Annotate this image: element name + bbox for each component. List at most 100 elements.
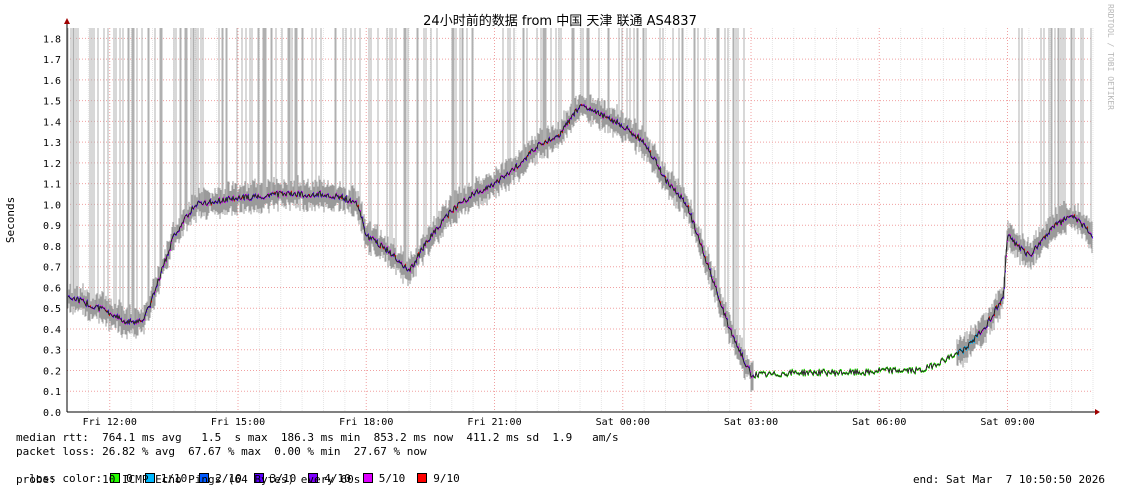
- median-segment: [513, 167, 516, 171]
- median-segment: [428, 238, 431, 242]
- median-segment: [347, 200, 350, 203]
- median-segment: [89, 306, 92, 308]
- median-segment: [701, 246, 704, 253]
- median-segment: [774, 374, 777, 376]
- median-segment: [261, 197, 264, 199]
- median-segment: [93, 306, 96, 309]
- median-segment: [216, 201, 219, 204]
- median-segment: [341, 194, 344, 200]
- median-segment: [728, 327, 731, 330]
- median-segment: [455, 206, 458, 211]
- median-segment: [986, 319, 989, 327]
- median-segment: [765, 375, 768, 377]
- median-segment: [733, 337, 736, 343]
- median-segment: [871, 371, 874, 374]
- median-segment: [364, 233, 367, 236]
- y-tick-label: 1.5: [43, 97, 61, 108]
- median-segment: [746, 365, 749, 368]
- median-segment: [308, 194, 311, 198]
- median-segment: [158, 278, 161, 281]
- median-segment: [780, 372, 783, 377]
- median-segment: [604, 116, 607, 118]
- median-segment: [586, 108, 589, 111]
- median-segment: [190, 206, 193, 213]
- x-tick-label: Sat 00:00: [596, 417, 650, 428]
- median-segment: [474, 190, 477, 194]
- median-segment: [380, 242, 383, 245]
- median-segment: [928, 363, 931, 368]
- median-segment: [412, 265, 415, 268]
- median-segment: [804, 371, 807, 376]
- median-segment: [827, 370, 830, 373]
- median-segment: [277, 191, 280, 198]
- median-segment: [997, 302, 1000, 307]
- chart-title: 24小时前的数据 from 中国 天津 联通 AS4837: [423, 13, 697, 29]
- median-segment: [183, 216, 186, 220]
- median-segment: [291, 194, 294, 197]
- median-segment: [456, 202, 459, 208]
- loss-color-legend: loss color: 0 1/10 2/10 3/10 4/10 5/10 9/10: [16, 459, 464, 485]
- median-segment: [858, 371, 861, 375]
- median-segment: [175, 231, 178, 235]
- median-segment: [684, 202, 687, 206]
- loss-color-label: loss color:: [29, 472, 103, 485]
- median-segment: [422, 243, 425, 251]
- median-segment: [159, 272, 162, 279]
- loss-legend-item: 2/10: [191, 472, 246, 485]
- median-segment: [196, 201, 199, 205]
- y-axis-arrow: [64, 18, 70, 24]
- median-segment: [914, 367, 917, 374]
- median-segment: [144, 311, 147, 316]
- median-segment: [236, 197, 239, 201]
- median-segment: [187, 213, 190, 218]
- median-segment: [959, 348, 962, 351]
- median-segment: [69, 297, 72, 300]
- median-segment: [306, 194, 309, 198]
- median-segment: [826, 370, 829, 376]
- median-segment: [68, 296, 71, 299]
- median-segment: [1081, 223, 1084, 228]
- median-segment: [1066, 216, 1069, 218]
- median-segment: [891, 368, 894, 374]
- median-segment: [355, 201, 358, 207]
- median-segment: [682, 198, 685, 204]
- median-segment: [980, 330, 983, 334]
- median-segment: [302, 195, 305, 198]
- median-segment: [666, 179, 669, 182]
- loss-legend-label: 3/10: [269, 472, 297, 485]
- median-segment: [976, 333, 979, 338]
- median-segment: [680, 194, 683, 199]
- median-segment: [1079, 220, 1082, 224]
- median-segment: [559, 130, 562, 136]
- median-segment: [1041, 237, 1044, 240]
- median-segment: [476, 189, 479, 194]
- median-segment: [899, 371, 902, 373]
- median-segment: [173, 233, 176, 236]
- median-segment: [703, 255, 706, 258]
- median-segment: [580, 104, 583, 106]
- median-segment: [357, 205, 360, 211]
- median-segment: [548, 137, 551, 142]
- median-segment: [692, 220, 695, 223]
- median-segment: [921, 370, 924, 373]
- median-segment: [815, 371, 818, 376]
- median-segment: [741, 353, 744, 359]
- median-segment: [737, 347, 740, 352]
- median-segment: [595, 111, 598, 115]
- median-segment: [757, 372, 760, 378]
- median-segment: [434, 227, 437, 234]
- median-segment: [558, 135, 561, 138]
- median-segment: [1044, 234, 1047, 239]
- median-segment: [719, 302, 722, 306]
- median-segment: [729, 328, 732, 330]
- median-segment: [359, 210, 362, 218]
- median-segment: [967, 342, 970, 349]
- median-segment: [773, 371, 776, 375]
- median-segment: [917, 368, 920, 370]
- median-segment: [184, 214, 187, 217]
- median-segment: [901, 370, 904, 373]
- median-segment: [490, 183, 493, 186]
- median-segment: [685, 205, 688, 207]
- median-segment: [838, 369, 841, 374]
- median-segment: [437, 227, 440, 230]
